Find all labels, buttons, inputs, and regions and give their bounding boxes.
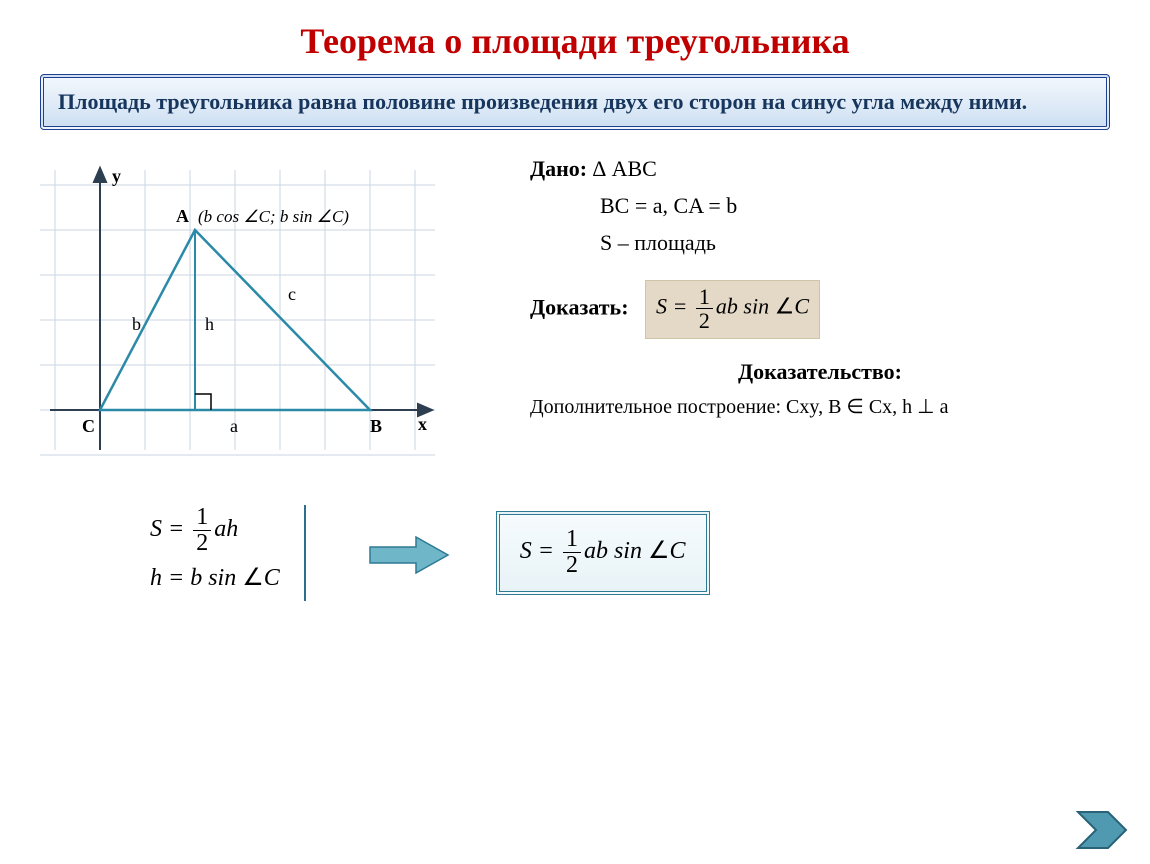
theorem-statement: Площадь треугольника равна половине прои… (40, 74, 1110, 130)
vertex-a-coords: (b cos ∠C; b sin ∠C) (198, 207, 349, 226)
given-area: S – площадь (600, 230, 716, 255)
side-a-label: a (230, 416, 238, 436)
proof-label: Доказательство: (530, 353, 1110, 390)
content-row: y x C B A (b cos ∠C; b sin ∠C) b h c a Д… (0, 150, 1150, 475)
text-column: Дано: ∆ ABC BC = a, CA = b S – площадь Д… (530, 150, 1110, 475)
vertex-a-label: A (176, 206, 189, 226)
result-formula: S = 12ab sin ∠C (496, 511, 710, 594)
vertex-b-label: B (370, 416, 382, 436)
coordinate-graph: y x C B A (b cos ∠C; b sin ∠C) b h c a (40, 150, 460, 470)
side-b-label: b (132, 314, 141, 334)
derivation-steps: S = 12ah h = b sin ∠C (150, 505, 306, 602)
given-sides: BC = a, CA = b (600, 193, 737, 218)
given-label: Дано: (530, 156, 587, 181)
derivation-row: S = 12ah h = b sin ∠C S = 12ab sin ∠C (150, 505, 1150, 602)
derivation-step-2: h = b sin ∠C (150, 556, 280, 602)
implies-arrow (366, 535, 446, 571)
vertex-c-label: C (82, 416, 95, 436)
prove-label: Доказать: (530, 294, 629, 319)
arrow-right-icon (370, 537, 448, 573)
graph-column: y x C B A (b cos ∠C; b sin ∠C) b h c a (40, 150, 500, 475)
x-axis-label: x (418, 414, 427, 434)
proof-construction: Дополнительное построение: Cxy, B ∈ Cx, … (530, 390, 1110, 424)
given-triangle: ∆ ABC (593, 156, 657, 181)
prove-formula: S = 12ab sin ∠C (645, 280, 820, 339)
prove-block: Доказать: S = 12ab sin ∠C (530, 280, 1110, 339)
side-c-label: c (288, 284, 296, 304)
given-block: Дано: ∆ ABC BC = a, CA = b S – площадь (530, 150, 1110, 262)
proof-block: Доказательство: Дополнительное построени… (530, 353, 1110, 424)
next-slide-button[interactable] (1074, 808, 1130, 852)
page-title: Теорема о площади треугольника (0, 0, 1150, 74)
altitude-h-label: h (205, 314, 214, 334)
derivation-step-1: S = 12ah (150, 505, 280, 556)
chevron-right-icon (1078, 812, 1126, 848)
y-axis-label: y (112, 166, 121, 186)
right-angle-marker (195, 394, 211, 410)
